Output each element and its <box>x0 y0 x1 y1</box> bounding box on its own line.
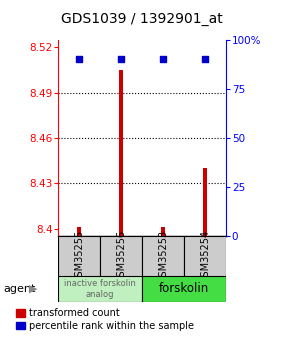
Text: GSM35254: GSM35254 <box>200 230 210 283</box>
Bar <box>58 276 142 302</box>
Text: ▶: ▶ <box>29 284 37 294</box>
Legend: transformed count, percentile rank within the sample: transformed count, percentile rank withi… <box>17 308 194 331</box>
Bar <box>77 227 81 236</box>
Point <box>161 57 165 62</box>
Text: GSM35256: GSM35256 <box>116 230 126 283</box>
Text: inactive forskolin
analog: inactive forskolin analog <box>64 279 136 299</box>
Text: GDS1039 / 1392901_at: GDS1039 / 1392901_at <box>61 12 223 26</box>
Text: GSM35255: GSM35255 <box>74 229 84 283</box>
Bar <box>119 70 123 236</box>
Point <box>119 57 124 62</box>
Bar <box>203 168 207 236</box>
Text: forskolin: forskolin <box>159 283 209 295</box>
Bar <box>58 236 100 276</box>
Point <box>203 57 208 62</box>
Bar <box>184 236 226 276</box>
Bar <box>142 276 226 302</box>
Text: agent: agent <box>3 284 35 294</box>
Bar <box>100 236 142 276</box>
Point <box>77 57 81 62</box>
Bar <box>142 236 184 276</box>
Bar <box>161 227 165 236</box>
Text: GSM35253: GSM35253 <box>158 230 168 283</box>
